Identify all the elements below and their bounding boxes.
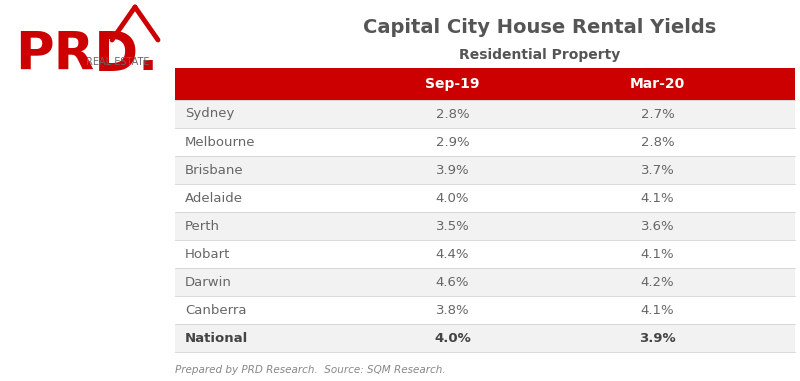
Text: National: National bbox=[185, 331, 248, 344]
Text: 4.0%: 4.0% bbox=[434, 331, 471, 344]
Text: Hobart: Hobart bbox=[185, 248, 230, 261]
Text: Mar-20: Mar-20 bbox=[630, 77, 685, 91]
Text: Perth: Perth bbox=[185, 219, 220, 232]
Text: 4.2%: 4.2% bbox=[641, 275, 674, 288]
Text: Prepared by PRD Research.  Source: SQM Research.: Prepared by PRD Research. Source: SQM Re… bbox=[175, 365, 446, 375]
Text: 3.7%: 3.7% bbox=[641, 163, 674, 176]
Text: 3.8%: 3.8% bbox=[436, 304, 470, 317]
Text: Melbourne: Melbourne bbox=[185, 136, 255, 149]
Text: 4.1%: 4.1% bbox=[641, 192, 674, 205]
Text: PRD.: PRD. bbox=[15, 29, 158, 81]
Text: 3.6%: 3.6% bbox=[641, 219, 674, 232]
Text: Capital City House Rental Yields: Capital City House Rental Yields bbox=[363, 18, 717, 37]
Text: 4.0%: 4.0% bbox=[436, 192, 470, 205]
Text: Sydney: Sydney bbox=[185, 107, 234, 120]
Text: 2.8%: 2.8% bbox=[436, 107, 470, 120]
Text: Darwin: Darwin bbox=[185, 275, 232, 288]
Text: 3.9%: 3.9% bbox=[436, 163, 470, 176]
Text: 4.1%: 4.1% bbox=[641, 248, 674, 261]
Text: 3.9%: 3.9% bbox=[639, 331, 676, 344]
Text: REAL ESTATE: REAL ESTATE bbox=[86, 57, 150, 67]
Text: 2.8%: 2.8% bbox=[641, 136, 674, 149]
Text: Residential Property: Residential Property bbox=[459, 48, 621, 62]
Text: 2.7%: 2.7% bbox=[641, 107, 674, 120]
Text: 4.6%: 4.6% bbox=[436, 275, 470, 288]
Text: 2.9%: 2.9% bbox=[436, 136, 470, 149]
Text: Sep-19: Sep-19 bbox=[426, 77, 480, 91]
Text: 3.5%: 3.5% bbox=[436, 219, 470, 232]
Text: Adelaide: Adelaide bbox=[185, 192, 243, 205]
Text: Canberra: Canberra bbox=[185, 304, 246, 317]
Text: 4.4%: 4.4% bbox=[436, 248, 470, 261]
Text: 4.1%: 4.1% bbox=[641, 304, 674, 317]
Text: Brisbane: Brisbane bbox=[185, 163, 244, 176]
